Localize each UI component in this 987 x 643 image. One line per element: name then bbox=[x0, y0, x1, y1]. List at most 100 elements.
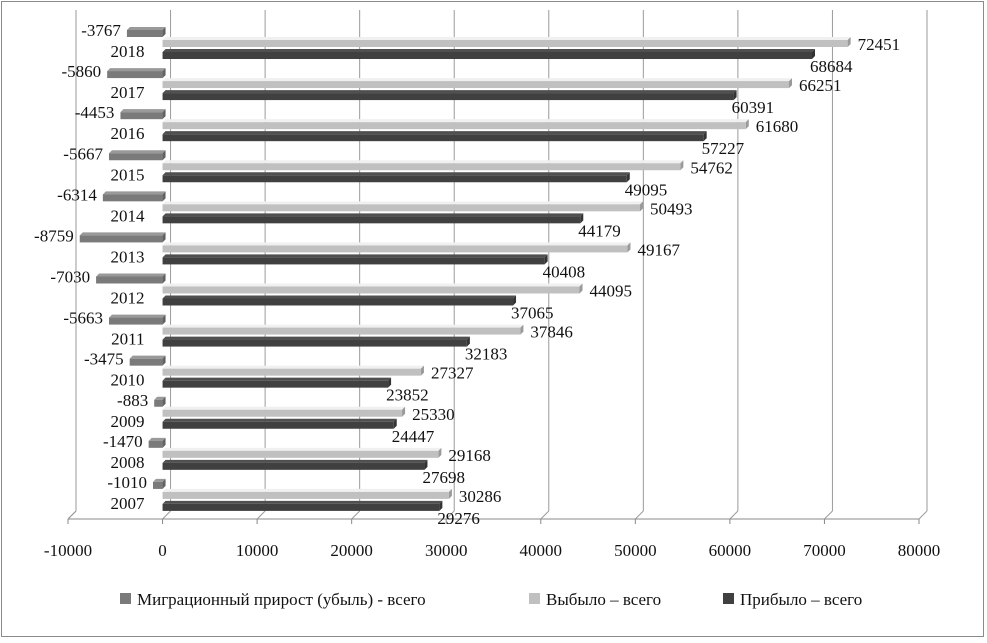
bar-arrived bbox=[162, 421, 394, 429]
bar-arrived bbox=[162, 175, 627, 183]
bar-departed-side bbox=[627, 242, 631, 253]
legend-swatch bbox=[529, 593, 540, 604]
bar-migration-side bbox=[162, 232, 166, 243]
bar-migration-top bbox=[120, 109, 166, 113]
data-label-departed: 37846 bbox=[530, 323, 573, 342]
bar-arrived-side bbox=[812, 49, 816, 59]
bar-arrived-side bbox=[424, 459, 428, 470]
data-label-departed: 49167 bbox=[637, 240, 680, 259]
x-tick-label: 70000 bbox=[803, 541, 846, 560]
bar-migration-side bbox=[162, 478, 166, 489]
bar-migration bbox=[102, 194, 163, 202]
bar-departed bbox=[162, 245, 628, 253]
legend-swatch bbox=[120, 593, 131, 604]
data-label-departed: 66251 bbox=[799, 76, 842, 95]
bar-migration-top bbox=[154, 396, 166, 400]
bar-migration bbox=[79, 235, 163, 243]
bar-migration bbox=[109, 317, 163, 325]
data-label-arrived: 24447 bbox=[392, 427, 435, 446]
category-label: 2017 bbox=[111, 83, 146, 102]
bar-departed-side bbox=[520, 324, 524, 335]
category-label: 2011 bbox=[111, 330, 144, 349]
data-label-departed: 54762 bbox=[690, 158, 733, 177]
data-label-arrived: 23852 bbox=[386, 386, 429, 405]
x-tick-label: -10000 bbox=[44, 541, 92, 560]
gridline-floor bbox=[634, 510, 644, 520]
category-label: 2010 bbox=[111, 371, 145, 390]
bar-migration-side bbox=[162, 314, 166, 325]
bar-arrived-side bbox=[439, 500, 443, 511]
bar-migration bbox=[148, 440, 163, 448]
bar-departed-top bbox=[162, 37, 851, 40]
bar-departed-side bbox=[579, 283, 583, 294]
category-label: 2013 bbox=[111, 247, 145, 266]
bar-departed bbox=[162, 327, 521, 335]
bar-arrived bbox=[162, 380, 389, 388]
bar-arrived-side bbox=[513, 295, 517, 306]
data-label-departed: 29168 bbox=[448, 446, 491, 465]
bar-arrived bbox=[162, 462, 425, 470]
bar-migration-top bbox=[107, 68, 166, 72]
bar-arrived bbox=[162, 93, 734, 101]
bar-migration-side bbox=[162, 355, 166, 366]
bar-arrived-top bbox=[162, 377, 392, 381]
bar-arrived-side bbox=[733, 90, 737, 101]
legend-label: Выбыло – всего bbox=[546, 590, 661, 609]
bar-migration-side bbox=[162, 396, 166, 407]
bar-migration-top bbox=[79, 232, 166, 236]
bar-departed bbox=[162, 450, 439, 458]
x-tick-label: 0 bbox=[158, 541, 167, 560]
bar-migration bbox=[126, 30, 163, 37]
bar-departed-side bbox=[448, 488, 452, 499]
bar-arrived-top bbox=[162, 295, 517, 299]
bar-departed bbox=[162, 81, 789, 89]
data-label-arrived: 57227 bbox=[702, 139, 745, 158]
bar-migration-side bbox=[162, 273, 166, 284]
bar-migration-top bbox=[102, 191, 166, 195]
data-label-arrived: 40408 bbox=[543, 262, 586, 281]
bar-migration-top bbox=[109, 314, 166, 318]
bar-arrived-side bbox=[703, 131, 707, 142]
category-label: 2015 bbox=[111, 165, 145, 184]
bar-arrived bbox=[162, 339, 467, 347]
bar-migration-top bbox=[153, 478, 166, 482]
data-label-departed: 50493 bbox=[650, 199, 693, 218]
bar-departed-side bbox=[680, 160, 684, 171]
gridline-floor bbox=[540, 510, 550, 520]
legend-label: Миграционный прирост (убыль) - всего bbox=[137, 590, 426, 609]
bar-arrived-top bbox=[162, 172, 630, 176]
bar-departed-top bbox=[162, 365, 424, 369]
bar-departed-top bbox=[162, 406, 406, 410]
bar-arrived-side bbox=[580, 213, 584, 224]
bar-arrived-side bbox=[544, 254, 548, 265]
bar-arrived-top bbox=[162, 336, 470, 340]
bar-migration bbox=[96, 276, 163, 284]
x-tick-labels-layer: -10000 0 10000 20000 30000 40000 50000 60000 700… bbox=[44, 541, 940, 560]
data-label-migration: -5667 bbox=[63, 144, 103, 163]
bar-migration-side bbox=[162, 27, 166, 37]
data-label-arrived: 60391 bbox=[732, 98, 775, 117]
data-label-migration: -4453 bbox=[75, 103, 115, 122]
bar-departed bbox=[162, 122, 746, 130]
data-label-migration: -5860 bbox=[61, 62, 101, 81]
bar-departed bbox=[162, 163, 681, 171]
bar-departed bbox=[162, 368, 421, 376]
gridline-floor bbox=[824, 510, 833, 520]
bar-departed-side bbox=[788, 78, 792, 89]
bar-departed bbox=[162, 204, 640, 212]
bar-arrived-top bbox=[162, 254, 548, 258]
bar-migration-side bbox=[162, 109, 166, 120]
bar-arrived bbox=[162, 503, 440, 511]
gridline-floor bbox=[918, 510, 928, 520]
bar-arrived-side bbox=[626, 172, 630, 183]
data-label-departed: 72451 bbox=[858, 35, 901, 54]
bar-migration bbox=[107, 71, 163, 79]
data-label-migration: -3767 bbox=[81, 21, 121, 40]
bar-departed-top bbox=[162, 119, 749, 123]
data-label-arrived: 44179 bbox=[578, 221, 621, 240]
data-labels-layer: -3767 72451 68684 -5860 66251 60391 -4453 61680… bbox=[34, 21, 900, 528]
bar-departed bbox=[162, 286, 580, 294]
data-label-departed: 44095 bbox=[589, 282, 632, 301]
gridline-floor bbox=[256, 510, 266, 520]
bar-migration bbox=[154, 399, 163, 407]
